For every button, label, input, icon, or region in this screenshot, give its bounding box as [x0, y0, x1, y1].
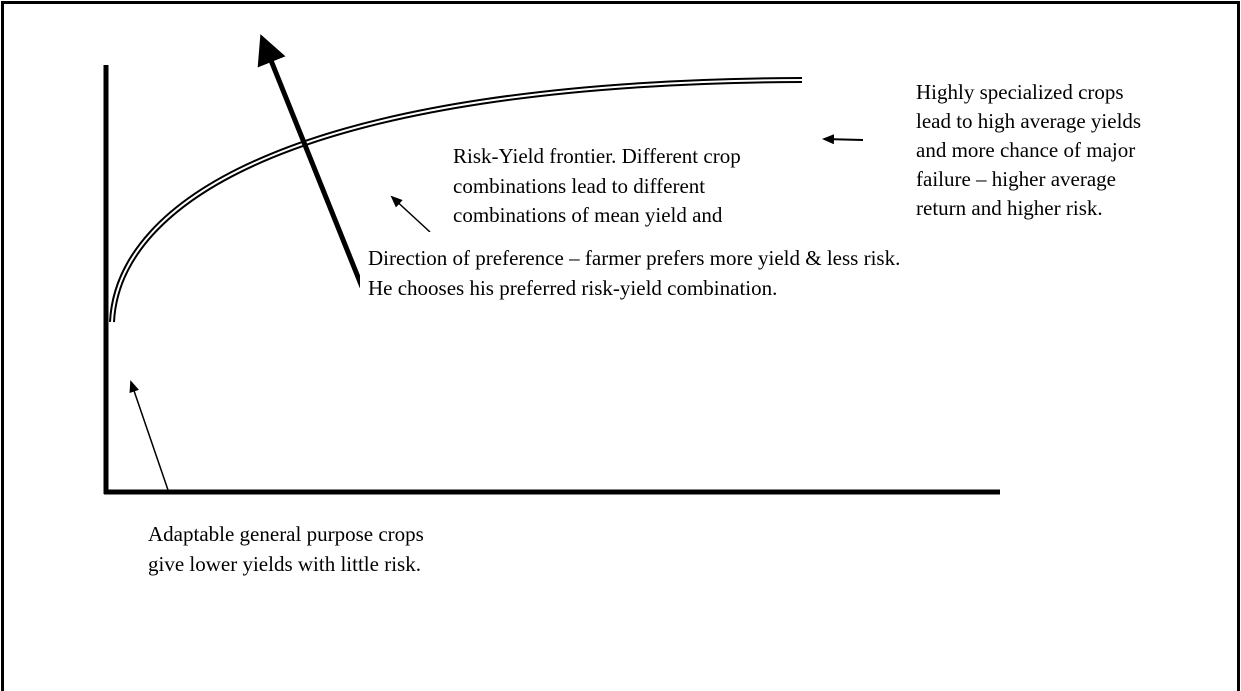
label-line: return and higher risk. — [916, 196, 1103, 220]
adaptable-label: Adaptable general purpose crops give low… — [148, 522, 424, 576]
frontier-curve — [109, 77, 803, 323]
label-line: combinations of mean yield and — [453, 203, 723, 227]
label-line: Risk-Yield frontier. Different crop — [453, 144, 741, 168]
frontier-pointer — [390, 195, 431, 233]
adaptable-pointer — [129, 380, 169, 491]
label-line: Direction of preference – farmer prefers… — [368, 246, 900, 270]
label-line: and more chance of major — [916, 138, 1135, 162]
label-line: failure – higher average — [916, 167, 1116, 191]
label-line: Highly specialized crops — [916, 80, 1124, 104]
label-line: lead to high average yields — [916, 109, 1141, 133]
preference-label: Direction of preference – farmer prefers… — [368, 246, 900, 300]
specialized-label: Highly specialized crops lead to high av… — [916, 80, 1141, 220]
preference-box — [360, 232, 880, 302]
label-line: combinations lead to different — [453, 174, 705, 198]
frontier-label: Risk-Yield frontier. Different crop comb… — [453, 144, 741, 227]
specialized-pointer — [822, 134, 864, 145]
label-line: He chooses his preferred risk-yield comb… — [368, 276, 777, 300]
label-line: give lower yields with little risk. — [148, 552, 421, 576]
preference-arrow — [257, 34, 365, 288]
label-line: Adaptable general purpose crops — [148, 522, 424, 546]
